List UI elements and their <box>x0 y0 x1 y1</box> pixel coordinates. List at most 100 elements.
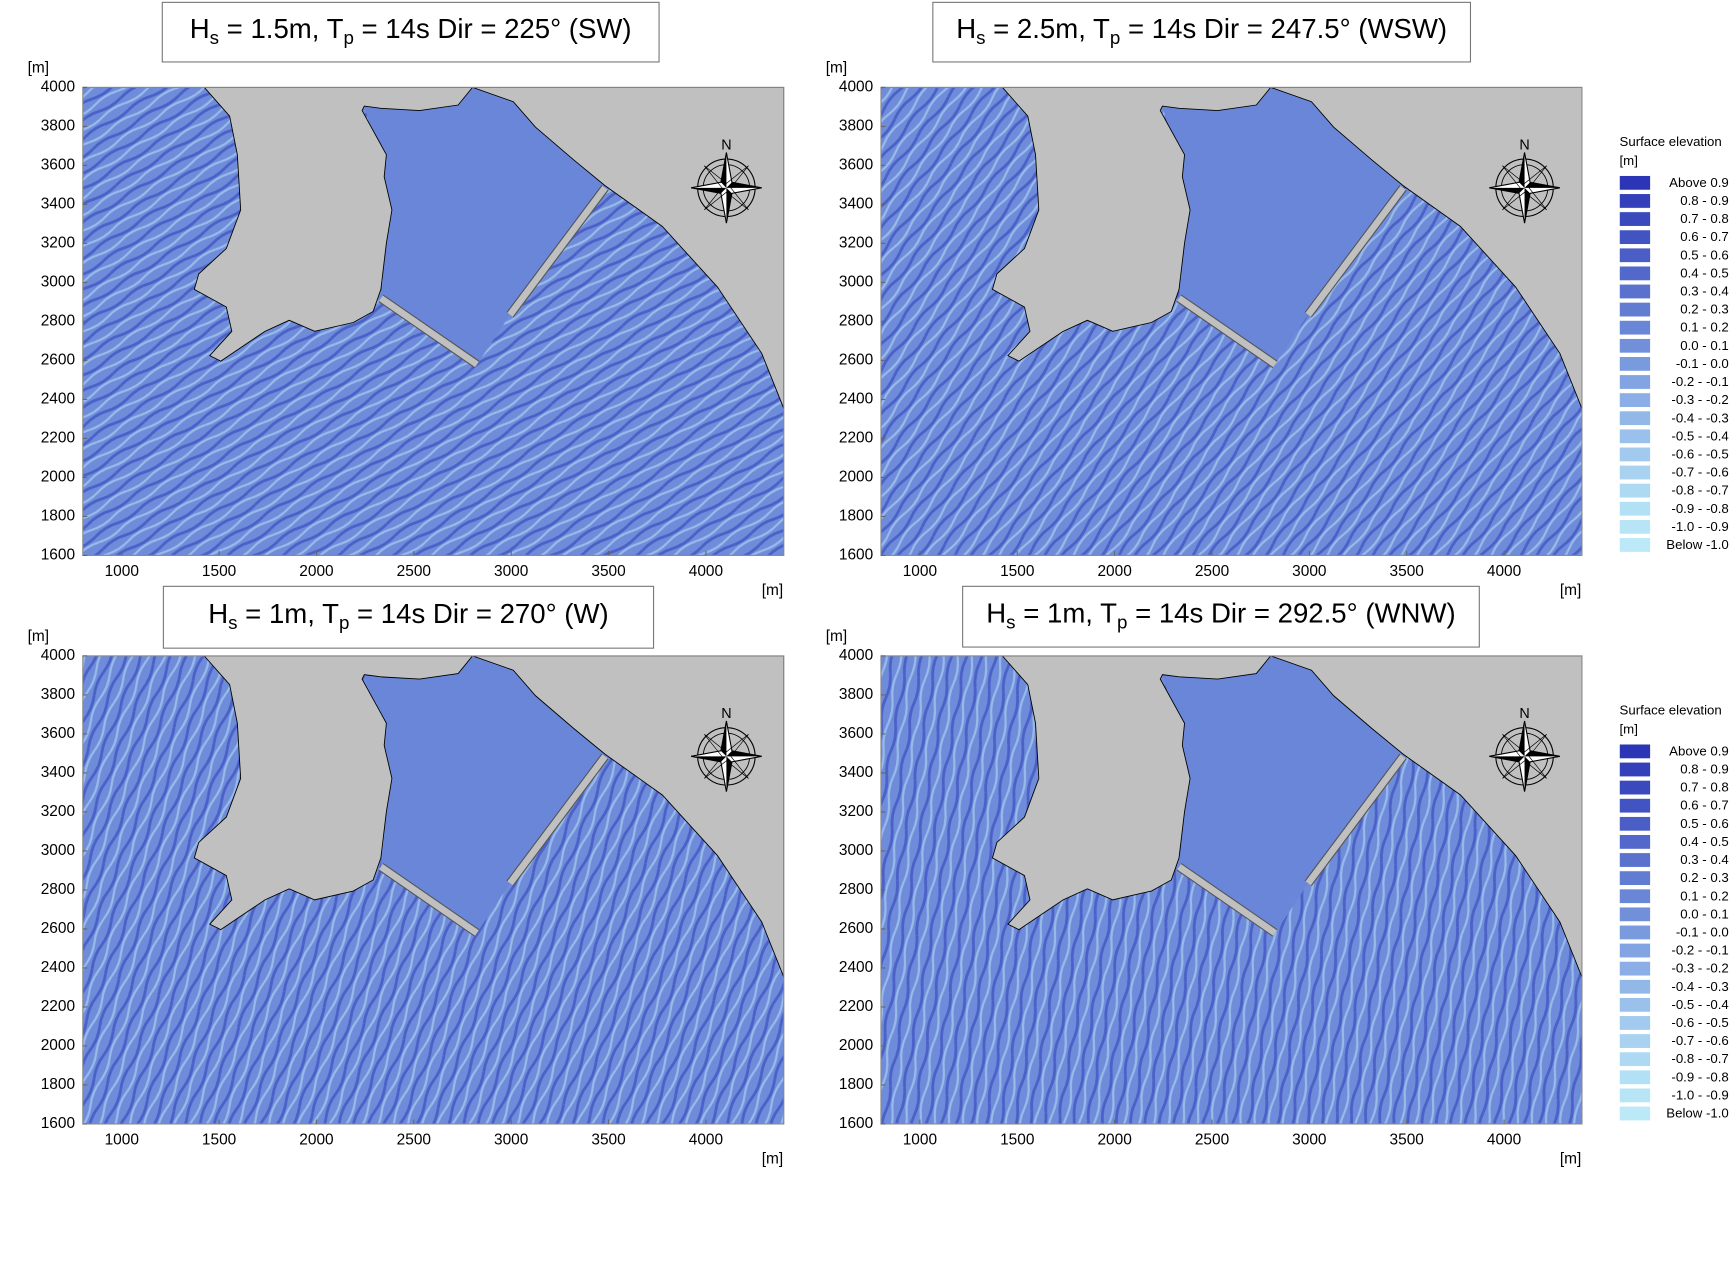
y-tick-label: 1600 <box>41 547 75 564</box>
y-axis-label: [m] <box>826 628 847 645</box>
y-tick-label: 2000 <box>839 1037 873 1054</box>
land <box>991 87 1272 362</box>
chart-title: Hs = 1m, Tp = 14s Dir = 270° (W) <box>208 598 608 632</box>
y-tick-label: 2400 <box>41 959 75 976</box>
harbor-water <box>364 655 605 933</box>
plot-area <box>82 87 784 556</box>
x-tick-label: 2000 <box>299 563 333 580</box>
y-tick-label: 3400 <box>839 195 873 212</box>
x-axis-label: [m] <box>1560 1150 1581 1167</box>
y-tick-label: 3600 <box>839 156 873 173</box>
legend-label: 0.5 - 0.6 <box>1680 816 1729 831</box>
legend-swatch <box>1619 852 1651 868</box>
legend-swatch <box>1619 446 1651 462</box>
x-tick-label: 1500 <box>1000 563 1034 580</box>
breakwater <box>378 295 479 368</box>
compass: N <box>690 706 762 792</box>
y-tick-label: 2400 <box>41 390 75 407</box>
legend-unit: [m] <box>1620 153 1638 168</box>
legend-label: 0.1 - 0.2 <box>1680 888 1729 903</box>
map-panel: N 1000 1500 2000 2500 3000 3500 4000 1600 1800 200… <box>28 1 785 599</box>
y-tick-label: 2000 <box>41 1037 75 1054</box>
x-tick-label: 3500 <box>591 563 625 580</box>
legend-swatch <box>1619 906 1651 922</box>
plot-area <box>82 655 784 1124</box>
compass: N <box>1489 706 1560 792</box>
legend-label: -0.7 - -0.6 <box>1671 465 1728 480</box>
legend-swatch <box>1619 410 1651 426</box>
legend-swatch <box>1619 816 1651 832</box>
title-box <box>962 585 1480 648</box>
title-box <box>932 1 1472 63</box>
y-tick-label: 4000 <box>839 78 873 95</box>
x-tick-label: 3000 <box>1292 563 1326 580</box>
y-tick-label: 3000 <box>41 842 75 859</box>
legend-label: 0.0 - 0.1 <box>1680 338 1729 353</box>
x-tick-label: 4000 <box>689 1132 723 1149</box>
legend-label: -0.8 - -0.7 <box>1671 483 1728 498</box>
legend-label: -1.0 - -0.9 <box>1671 519 1728 534</box>
chart-title: Hs = 1m, Tp = 14s Dir = 292.5° (WNW) <box>986 598 1455 632</box>
y-tick-label: 3800 <box>839 686 873 703</box>
legend-swatch <box>1619 428 1651 444</box>
compass: N <box>1489 138 1560 224</box>
legend-label: 0.3 - 0.4 <box>1680 852 1729 867</box>
legend-label: 0.3 - 0.4 <box>1680 284 1729 299</box>
land <box>193 655 474 931</box>
land <box>193 87 474 362</box>
y-tick-label: 2800 <box>839 881 873 898</box>
y-tick-label: 2600 <box>41 351 75 368</box>
x-axis-label: [m] <box>762 582 783 599</box>
legend-label: -0.1 - 0.0 <box>1676 924 1729 939</box>
legend-label: -0.9 - -0.8 <box>1671 1069 1728 1084</box>
legend-label: -0.9 - -0.8 <box>1671 501 1728 516</box>
legend-swatch <box>1619 888 1651 904</box>
y-tick-label: 2000 <box>41 468 75 485</box>
breakwater <box>1177 295 1277 368</box>
legend-label: 0.5 - 0.6 <box>1680 247 1729 262</box>
legend-swatch <box>1619 265 1651 281</box>
y-axis-label: [m] <box>826 60 847 77</box>
y-tick-label: 2200 <box>41 998 75 1015</box>
legend-swatch <box>1619 798 1651 814</box>
x-tick-label: 1500 <box>1000 1132 1034 1149</box>
legend-label: 0.2 - 0.3 <box>1680 870 1729 885</box>
x-axis-label: [m] <box>762 1150 783 1167</box>
x-tick-label: 3500 <box>591 1132 625 1149</box>
legend-swatch <box>1619 943 1651 958</box>
x-axis-label: [m] <box>1560 582 1581 599</box>
title-box <box>161 1 660 63</box>
legend-label: 0.7 - 0.8 <box>1680 780 1729 795</box>
legend-swatch <box>1619 211 1651 227</box>
legend-swatch <box>1619 1015 1651 1031</box>
y-tick-label: 2800 <box>41 312 75 329</box>
legend-label: -0.3 - -0.2 <box>1671 392 1728 407</box>
legend-title: Surface elevation <box>1620 134 1722 149</box>
x-tick-label: 3000 <box>1292 1132 1326 1149</box>
legend-swatch <box>1619 1033 1651 1049</box>
harbor-layer <box>991 655 1582 978</box>
y-tick-label: 1800 <box>41 508 75 525</box>
legend-label: -0.5 - -0.4 <box>1671 428 1728 443</box>
legend-label: -1.0 - -0.9 <box>1671 1087 1728 1102</box>
legend-label: -0.4 - -0.3 <box>1671 979 1728 994</box>
harbor-water <box>364 87 605 365</box>
x-tick-label: 2500 <box>1195 563 1229 580</box>
legend-swatch <box>1619 870 1651 886</box>
x-tick-label: 4000 <box>1487 1132 1521 1149</box>
legend: Surface elevation [m] Above 0.9 0.8 - 0.9 0.… <box>1619 703 1729 1121</box>
y-tick-label: 4000 <box>41 647 75 664</box>
legend-swatch <box>1619 997 1651 1013</box>
x-tick-label: 2000 <box>1097 563 1131 580</box>
chart-title: Hs = 1.5m, Tp = 14s Dir = 225° (SW) <box>190 13 632 47</box>
legend-swatch <box>1619 924 1651 940</box>
legend-swatch <box>1619 284 1651 299</box>
map-panel: N 1000 1500 2000 2500 3000 3500 4000 1600 1800 200… <box>826 585 1583 1167</box>
y-tick-label: 3200 <box>41 803 75 820</box>
legend-label: Above 0.9 <box>1669 743 1729 758</box>
y-tick-label: 1800 <box>839 508 873 525</box>
harbor-water <box>1162 87 1404 365</box>
legend-label: -0.8 - -0.7 <box>1671 1051 1728 1066</box>
legend-swatch <box>1619 834 1651 850</box>
